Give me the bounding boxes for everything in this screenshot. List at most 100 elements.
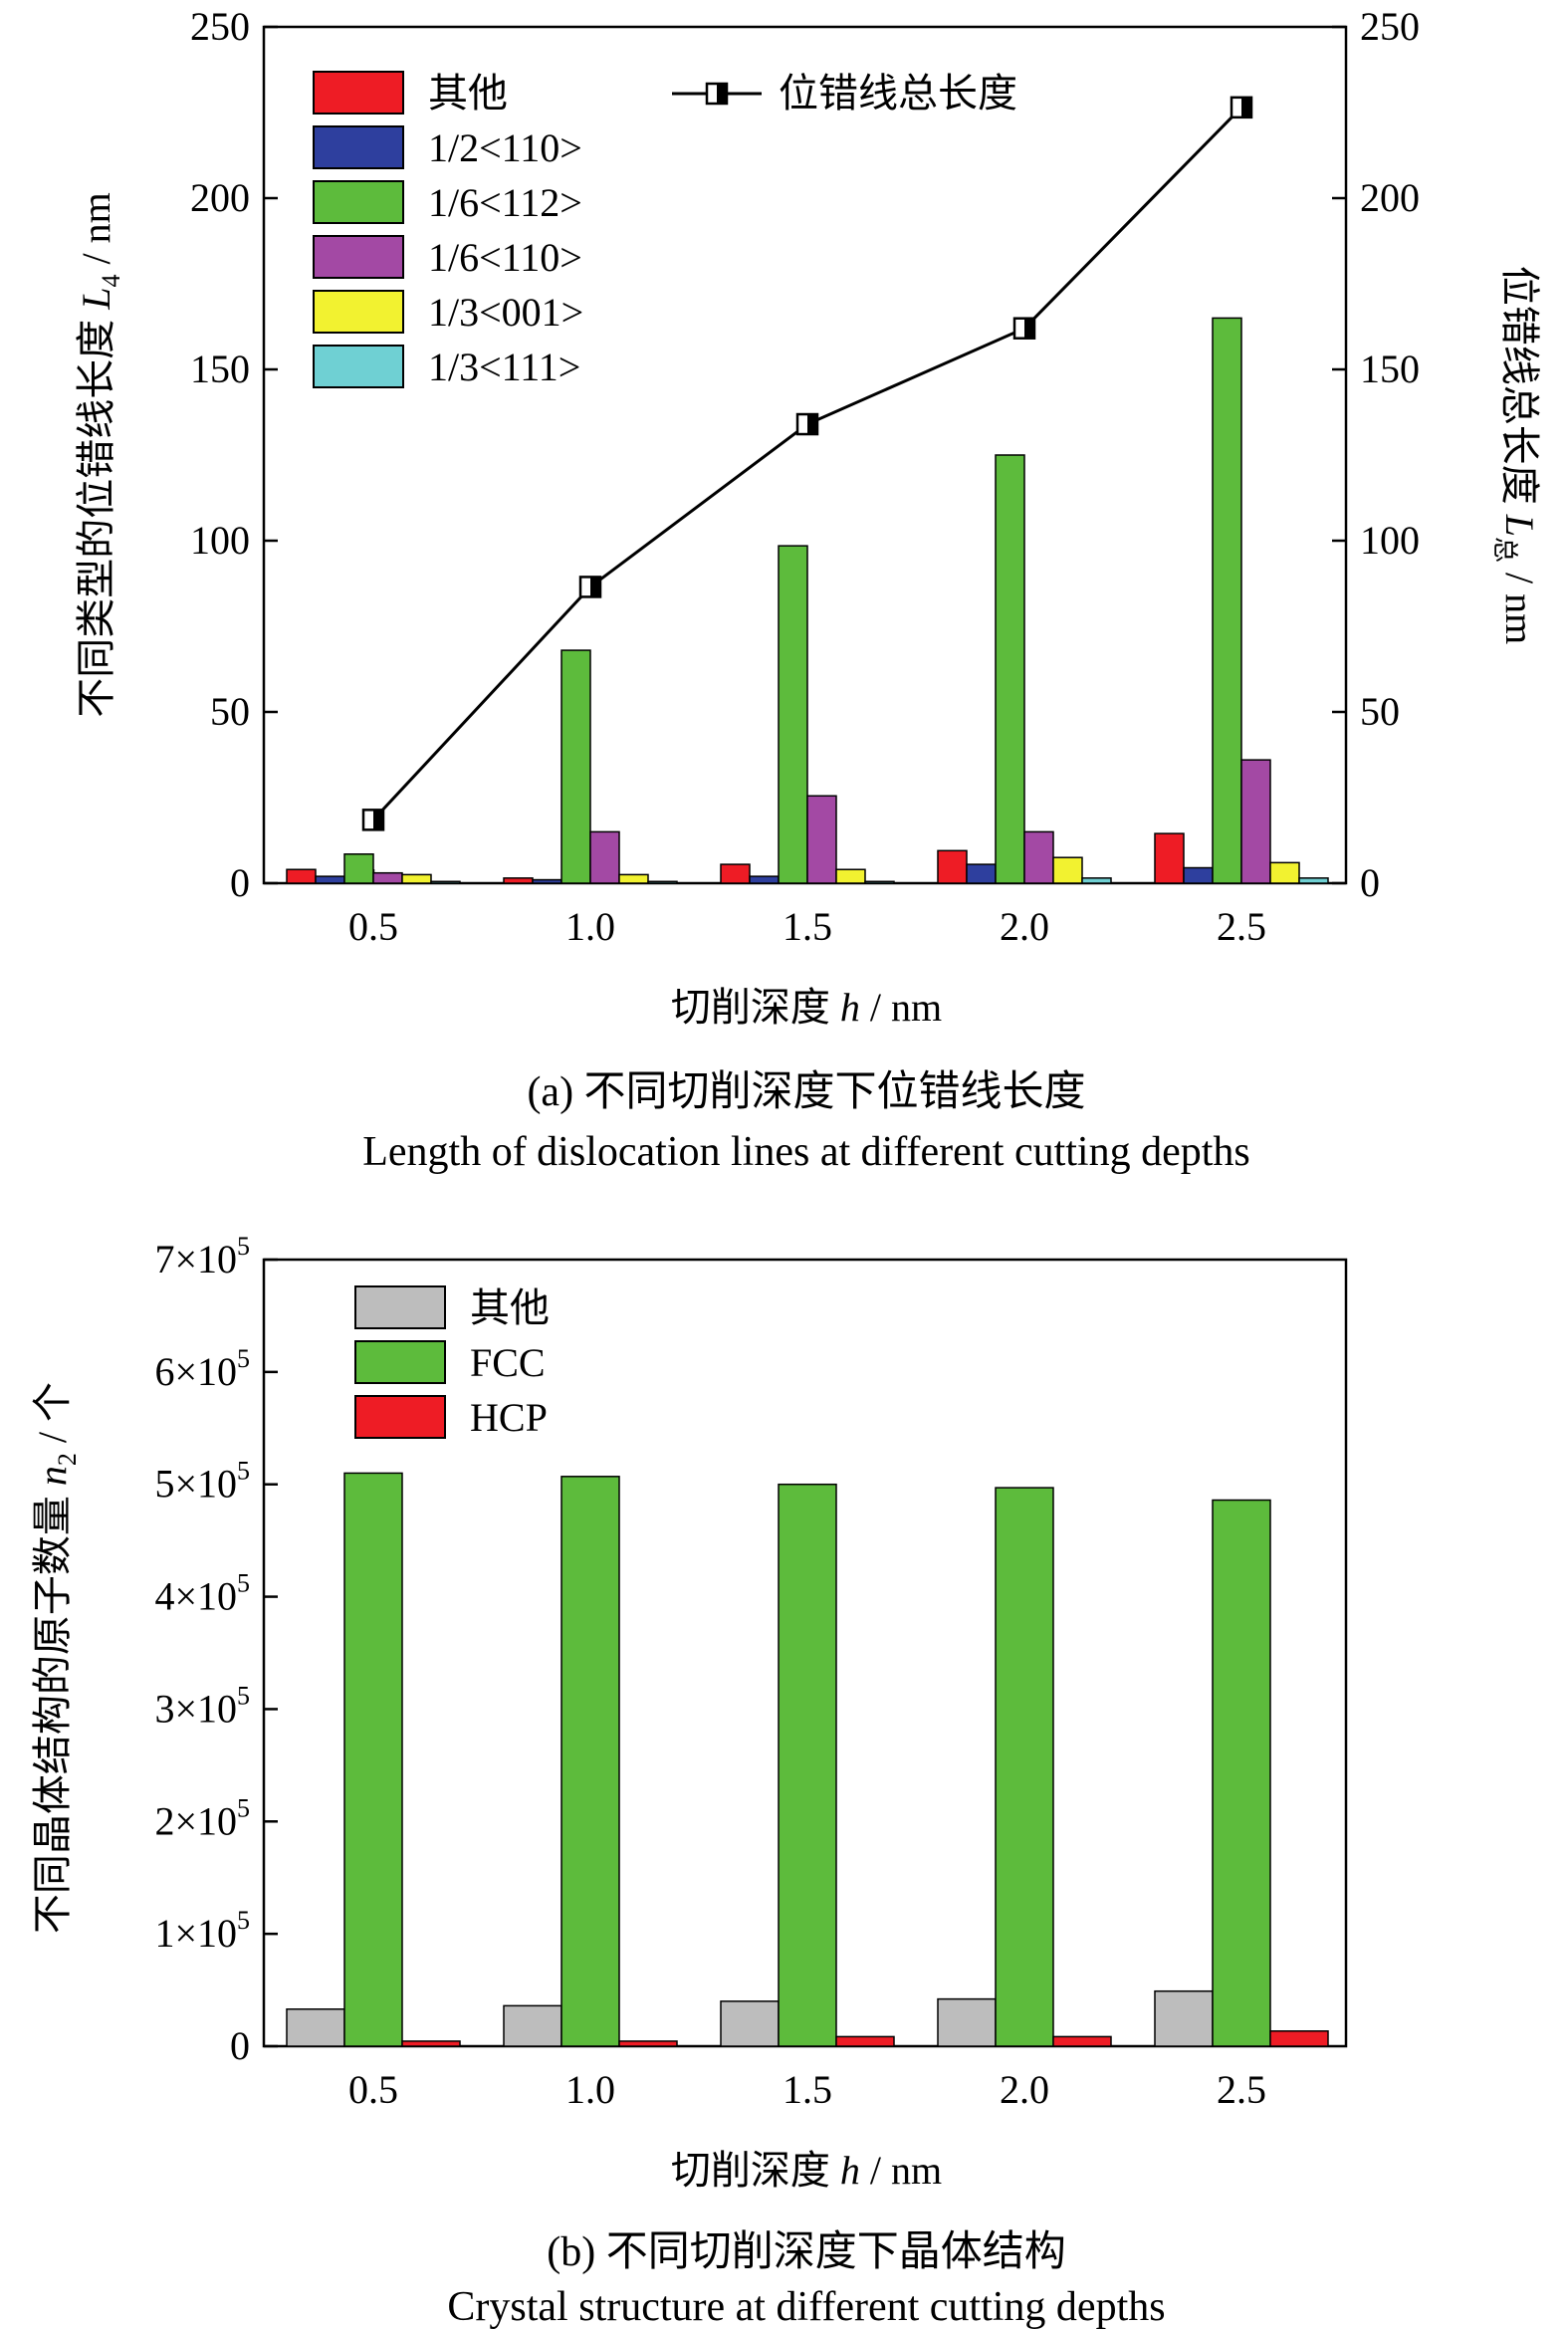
chart-b-bar [560,1476,620,2047]
chart-b-legend-label: 其他 [470,1285,550,1330]
chart-b-xtick-label: 2.0 [1000,2067,1049,2112]
chart-a-legend-swatch [313,180,404,224]
chart-a-bar [1154,832,1185,884]
chart-a-y2tick-label: 100 [1360,518,1420,563]
chart-a-bar [589,830,620,884]
chart-b-bar [1052,2035,1112,2047]
chart-b-bar [778,1483,837,2047]
chart-a-ytick-label: 100 [190,518,250,563]
chart-a-legend-entry: 1/2<110> [313,125,582,170]
chart-a-y2-axis-label: 位错线总长度 L总 / nm [1490,266,1542,645]
chart-b-bar [720,2000,780,2047]
chart-b-xtick-label: 2.5 [1217,2067,1266,2112]
chart-a-bar [430,880,461,884]
chart-a-total-line [361,96,1253,831]
chart-b-bar [1212,1499,1271,2047]
chart-b-bar [995,1487,1054,2047]
chart-b-xtick-label: 1.5 [783,2067,832,2112]
chart-a-bar [1269,861,1300,884]
chart-a-bar [749,875,780,884]
chart-a-total-marker [578,576,602,598]
chart-a-bar [1052,856,1083,884]
chart-b-legend-entry: FCC [354,1340,546,1385]
chart-b-legend-label: HCP [470,1395,548,1440]
chart-a-legend-swatch [313,345,404,388]
chart-a-ytick-label: 250 [190,4,250,49]
chart-a-bar [343,853,374,884]
chart-a-bar [1212,317,1242,884]
chart-a-total-marker [795,412,819,436]
chart-b-ytick-label: 0 [230,2023,250,2068]
chart-b-bar [618,2040,678,2047]
chart-a-xtick-label: 2.0 [1000,904,1049,949]
chart-a-total-marker [361,809,385,831]
chart-a-bar [401,873,432,884]
chart-b-ytick-label: 5×105 [154,1457,250,1507]
chart-b-ytick-label: 3×105 [154,1681,250,1731]
chart-b-legend-swatch [354,1395,446,1439]
chart-a-xtick-label: 0.5 [348,904,398,949]
chart-a: 0 50 100 150 200 250 0 50 100 150 200 250 0.5 1.0 1.… [74,4,1542,1175]
chart-a-bar [532,878,562,884]
chart-a-caption-cn: (a) 不同切削深度下位错线长度 [527,1068,1085,1115]
chart-b-x-axis: 0.5 1.0 1.5 2.0 2.5 [348,2032,1266,2112]
chart-b-bars [286,1472,1329,2047]
chart-a-y-axis-label: 不同类型的位错线长度 L4 / nm [74,192,125,717]
chart-a-legend-line-entry: 位错线总长度 [672,71,1017,116]
chart-a-xtick-label: 1.5 [783,904,832,949]
chart-a-legend-swatch [313,125,404,169]
chart-b-xtick-label: 1.0 [565,2067,615,2112]
chart-a-bar [720,863,751,884]
chart-b-legend: 其他 FCC HCP [354,1285,550,1440]
chart-a-legend-label: 1/3<001> [428,290,583,335]
chart-b: 0 1×105 2×105 3×105 4×105 5×105 6×105 7×105 0.5… [30,1232,1348,2329]
chart-a-bar [1081,877,1112,884]
chart-b-left-axis: 0 1×105 2×105 3×105 4×105 5×105 6×105 7×105 [154,1232,278,2068]
chart-a-bars [286,317,1329,884]
chart-b-caption-en: Crystal structure at different cutting d… [447,2284,1165,2329]
chart-b-ytick-label: 2×105 [154,1793,250,1843]
chart-a-legend-label: 1/2<110> [428,125,582,170]
chart-a-x-axis: 0.5 1.0 1.5 2.0 2.5 [348,869,1266,949]
chart-b-bar [1269,2030,1329,2047]
chart-a-legend-entry: 1/6<110> [313,235,582,280]
chart-a-bar [966,863,997,884]
chart-a-xtick-label: 2.5 [1217,904,1266,949]
chart-a-total-marker [1230,96,1253,119]
chart-a-legend: 其他 1/2<110> 1/6<112> 1/6<110> 1/3<001> 1/3<11… [313,71,583,389]
chart-b-bar [401,2040,461,2047]
chart-a-y2tick-label: 150 [1360,347,1420,391]
chart-a-legend-entry: 1/3<111> [313,345,580,389]
chart-a-bar [503,877,534,884]
chart-a-legend-label: 1/6<112> [428,180,582,225]
chart-a-bar [778,545,808,884]
chart-a-bar [286,868,317,884]
chart-b-ytick-label: 1×105 [154,1906,250,1956]
chart-a-ytick-label: 0 [230,860,250,905]
chart-a-caption-en: Length of dislocation lines at different… [362,1129,1250,1175]
chart-a-left-axis: 0 50 100 150 200 250 [190,4,278,905]
chart-a-bar [560,649,591,884]
chart-a-ytick-label: 50 [210,689,250,734]
chart-b-xtick-label: 0.5 [348,2067,398,2112]
chart-a-y2tick-label: 250 [1360,4,1420,49]
chart-a-legend-label: 1/6<110> [428,235,582,280]
chart-a-y2tick-label: 0 [1360,860,1380,905]
chart-b-legend-swatch [354,1285,446,1329]
chart-a-bar [315,875,345,884]
chart-a-legend-entry: 1/6<112> [313,180,582,225]
chart-a-bar [806,795,837,884]
chart-a-bar [995,454,1025,884]
chart-b-legend-label: FCC [470,1340,546,1385]
chart-b-legend-entry: HCP [354,1395,548,1440]
chart-a-bar [647,880,678,884]
chart-a-right-axis: 0 50 100 150 200 250 [1332,4,1420,905]
chart-a-legend-entry: 1/3<001> [313,290,583,335]
chart-b-caption-cn: (b) 不同切削深度下晶体结构 [547,2229,1065,2275]
chart-b-ytick-label: 7×105 [154,1232,250,1281]
chart-a-legend-line-label: 位错线总长度 [779,71,1017,116]
chart-b-ytick-label: 6×105 [154,1344,250,1394]
chart-a-bar [372,871,403,884]
chart-b-bar [835,2035,895,2047]
